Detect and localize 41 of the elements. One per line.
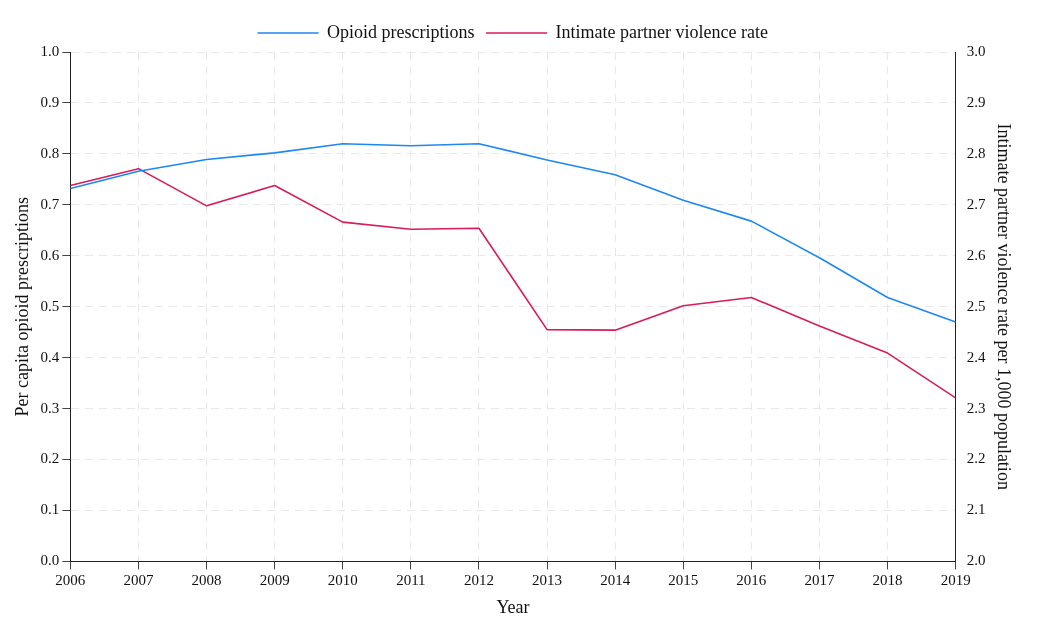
- y2-tick-label: 3.0: [966, 42, 986, 59]
- x-tick-label: 2018: [872, 572, 903, 589]
- y-tick-label: 0.4: [40, 348, 60, 365]
- y2-tick-label: 2.2: [966, 450, 986, 467]
- y-axis-title: Per capita opioid prescriptions: [11, 196, 32, 417]
- y-tick-label: 0.3: [40, 399, 60, 416]
- y2-tick-label: 2.7: [966, 195, 986, 212]
- y2-tick-label: 2.0: [966, 552, 986, 569]
- y2-tick-label: 2.6: [966, 246, 986, 263]
- legend-label: Opioid prescriptions: [327, 21, 475, 42]
- x-tick-label: 2012: [463, 572, 494, 589]
- y2-tick-label: 2.3: [966, 399, 986, 416]
- x-tick-label: 2017: [804, 572, 835, 589]
- y2-tick-label: 2.8: [966, 144, 986, 161]
- y2-tick-label: 2.4: [966, 348, 986, 365]
- y-tick-label: 0.8: [40, 144, 60, 161]
- y2-tick-label: 2.9: [966, 93, 986, 110]
- y2-tick-label: 2.5: [966, 297, 986, 314]
- y-tick-label: 0.6: [40, 246, 60, 263]
- y2-axis-title: Intimate partner violence rate per 1,000 population: [994, 123, 1015, 490]
- x-tick-label: 2015: [668, 572, 699, 589]
- x-tick-label: 2011: [396, 572, 426, 589]
- x-tick-label: 2016: [736, 572, 767, 589]
- y-tick-label: 0.1: [40, 501, 60, 518]
- y-tick-label: 0.2: [40, 450, 60, 467]
- y-tick-label: 0.5: [40, 297, 60, 314]
- y-tick-label: 0.7: [40, 195, 60, 212]
- y-tick-label: 1.0: [40, 42, 60, 59]
- x-tick-label: 2007: [123, 572, 154, 589]
- y-tick-label: 0.0: [40, 552, 60, 569]
- y-tick-label: 0.9: [40, 93, 60, 110]
- x-tick-label: 2006: [55, 572, 86, 589]
- legend-label: Intimate partner violence rate: [555, 21, 768, 42]
- x-tick-label: 2009: [259, 572, 290, 589]
- x-tick-label: 2010: [327, 572, 358, 589]
- x-tick-label: 2019: [940, 572, 971, 589]
- x-tick-label: 2013: [532, 572, 563, 589]
- x-tick-label: 2008: [191, 572, 222, 589]
- x-tick-label: 2014: [600, 572, 631, 589]
- x-axis-title: Year: [496, 596, 530, 617]
- y2-tick-label: 2.1: [966, 501, 986, 518]
